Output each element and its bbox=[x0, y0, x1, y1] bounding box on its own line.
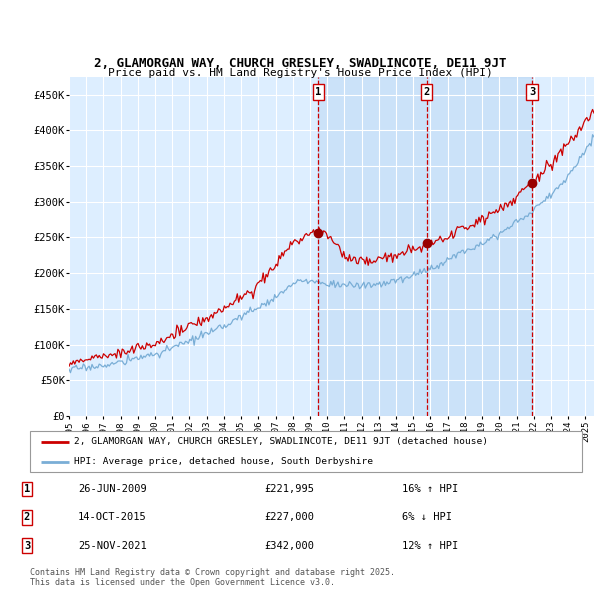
Text: 25-NOV-2021: 25-NOV-2021 bbox=[78, 541, 147, 550]
Bar bbox=[318, 77, 532, 416]
Text: Price paid vs. HM Land Registry's House Price Index (HPI): Price paid vs. HM Land Registry's House … bbox=[107, 68, 493, 78]
Text: £221,995: £221,995 bbox=[264, 484, 314, 494]
Text: Contains HM Land Registry data © Crown copyright and database right 2025.
This d: Contains HM Land Registry data © Crown c… bbox=[30, 568, 395, 587]
Text: 16% ↑ HPI: 16% ↑ HPI bbox=[402, 484, 458, 494]
Text: 2: 2 bbox=[24, 513, 30, 522]
Text: 2, GLAMORGAN WAY, CHURCH GRESLEY, SWADLINCOTE, DE11 9JT: 2, GLAMORGAN WAY, CHURCH GRESLEY, SWADLI… bbox=[94, 57, 506, 70]
Text: 12% ↑ HPI: 12% ↑ HPI bbox=[402, 541, 458, 550]
FancyBboxPatch shape bbox=[30, 431, 582, 472]
Text: 2, GLAMORGAN WAY, CHURCH GRESLEY, SWADLINCOTE, DE11 9JT (detached house): 2, GLAMORGAN WAY, CHURCH GRESLEY, SWADLI… bbox=[74, 437, 488, 447]
Text: HPI: Average price, detached house, South Derbyshire: HPI: Average price, detached house, Sout… bbox=[74, 457, 373, 466]
Text: 26-JUN-2009: 26-JUN-2009 bbox=[78, 484, 147, 494]
Text: 3: 3 bbox=[24, 541, 30, 550]
Text: 6% ↓ HPI: 6% ↓ HPI bbox=[402, 513, 452, 522]
Text: 3: 3 bbox=[529, 87, 535, 97]
Text: £342,000: £342,000 bbox=[264, 541, 314, 550]
Text: 1: 1 bbox=[24, 484, 30, 494]
Text: 2: 2 bbox=[424, 87, 430, 97]
Text: 14-OCT-2015: 14-OCT-2015 bbox=[78, 513, 147, 522]
Text: £227,000: £227,000 bbox=[264, 513, 314, 522]
Text: 1: 1 bbox=[315, 87, 322, 97]
